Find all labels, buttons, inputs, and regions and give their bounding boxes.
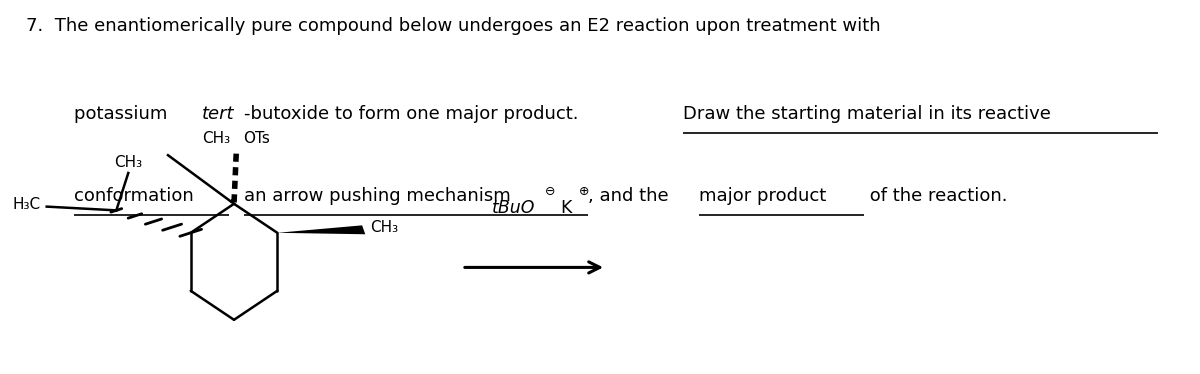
Text: OTs: OTs	[244, 131, 270, 146]
Text: Draw the starting material in its reactive: Draw the starting material in its reacti…	[683, 105, 1051, 123]
Text: 7.  The enantiomerically pure compound below undergoes an E2 reaction upon treat: 7. The enantiomerically pure compound be…	[26, 17, 881, 35]
Text: ⊖: ⊖	[545, 185, 556, 198]
Text: an arrow pushing mechanism: an arrow pushing mechanism	[244, 187, 510, 205]
Text: CH₃: CH₃	[203, 131, 230, 146]
Text: major product: major product	[700, 187, 827, 205]
Text: of the reaction.: of the reaction.	[864, 187, 1007, 205]
Text: conformation: conformation	[74, 187, 194, 205]
Text: ⊕: ⊕	[578, 185, 589, 198]
Text: CH₃: CH₃	[114, 155, 143, 170]
Text: ,: ,	[229, 187, 240, 205]
Text: potassium: potassium	[74, 105, 174, 123]
Text: , and the: , and the	[588, 187, 674, 205]
Text: H₃C: H₃C	[12, 197, 41, 212]
Text: CH₃: CH₃	[370, 220, 398, 236]
Polygon shape	[277, 226, 365, 234]
Text: tBuO: tBuO	[492, 199, 535, 217]
Text: -butoxide to form one major product.: -butoxide to form one major product.	[245, 105, 584, 123]
Text: K: K	[560, 199, 571, 217]
Text: tert: tert	[203, 105, 235, 123]
